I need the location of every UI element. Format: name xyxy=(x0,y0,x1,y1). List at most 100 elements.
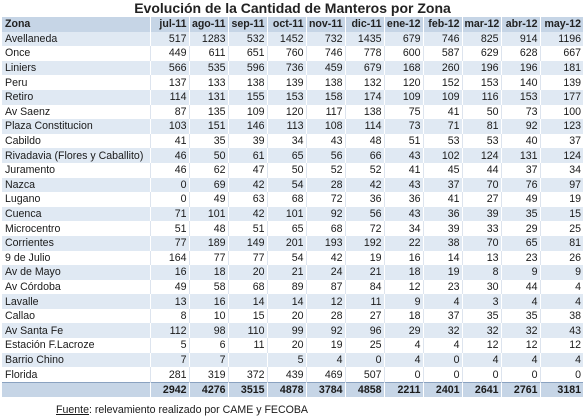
count-cell: 69 xyxy=(188,177,228,193)
zone-name-cell: Lugano xyxy=(5,193,41,206)
count-cell: 35 xyxy=(500,206,540,222)
count-cell: 0 xyxy=(344,352,384,368)
count-cell: 174 xyxy=(344,89,384,105)
count-cell: 41 xyxy=(149,133,189,149)
count-cell: 40 xyxy=(500,133,540,149)
count-cell: 11 xyxy=(344,294,384,309)
count-cell: 52 xyxy=(344,162,384,178)
count-cell: 49 xyxy=(188,192,228,207)
count-cell: 760 xyxy=(266,46,306,61)
count-cell: 651 xyxy=(227,46,267,61)
table-row: Peru 137 133 138 139 138 132 120 152 153 140 139 xyxy=(2,75,583,90)
count-cell: 507 xyxy=(344,367,384,383)
count-cell: 49 xyxy=(149,279,189,295)
count-cell: 732 xyxy=(305,31,345,47)
count-cell: 1452 xyxy=(266,31,306,47)
count-cell: 24 xyxy=(305,265,345,280)
count-cell: 16 xyxy=(149,265,189,280)
count-cell: 87 xyxy=(305,279,345,295)
table-row: Once 449 611 651 760 746 778 600 587 629 628 667 xyxy=(2,46,583,61)
count-cell: 4 xyxy=(500,294,540,309)
count-cell: 58 xyxy=(188,279,228,295)
count-cell: 42 xyxy=(227,206,267,222)
count-cell: 14 xyxy=(227,294,267,309)
count-cell: 29 xyxy=(500,221,540,236)
count-cell: 0 xyxy=(461,367,501,383)
table-row: Microcentro 51 48 51 65 68 72 34 39 33 29 25 xyxy=(2,221,583,236)
count-cell: 1196 xyxy=(539,31,583,47)
count-cell: 29 xyxy=(383,323,423,339)
count-cell: 103 xyxy=(149,119,189,134)
count-cell: 14 xyxy=(422,250,462,266)
count-cell: 9 xyxy=(500,265,540,280)
count-cell: 517 xyxy=(149,31,189,47)
count-cell: 87 xyxy=(149,104,189,120)
count-cell: 39 xyxy=(461,206,501,222)
zone-name-cell: Retiro xyxy=(5,91,34,104)
count-cell: 117 xyxy=(305,104,345,120)
count-cell: 23 xyxy=(422,279,462,295)
count-cell: 42 xyxy=(305,250,345,266)
count-cell: 98 xyxy=(188,323,228,339)
count-cell: 102 xyxy=(422,148,462,163)
count-cell: 153 xyxy=(461,75,501,90)
count-cell: 109 xyxy=(383,89,423,105)
total-label-cell xyxy=(2,381,150,398)
count-cell: 53 xyxy=(461,133,501,149)
count-cell: 132 xyxy=(344,75,384,90)
count-cell: 177 xyxy=(539,89,583,105)
count-cell: 92 xyxy=(305,323,345,339)
count-cell: 319 xyxy=(188,367,228,383)
count-cell: 35 xyxy=(188,133,228,149)
count-cell: 32 xyxy=(422,323,462,339)
count-cell: 135 xyxy=(188,104,228,120)
count-cell: 746 xyxy=(422,31,462,47)
count-cell: 41 xyxy=(383,162,423,178)
source-text: : relevamiento realizado por CAME y FECO… xyxy=(88,404,309,416)
count-cell: 7 xyxy=(149,352,189,368)
count-cell: 21 xyxy=(266,265,306,280)
count-cell: 42 xyxy=(227,177,267,193)
table-row: Florida 281 319 372 439 469 507 0 0 0 0 0 xyxy=(2,367,583,383)
count-cell: 109 xyxy=(227,104,267,120)
count-cell: 9 xyxy=(383,294,423,309)
count-cell: 596 xyxy=(227,60,267,76)
zone-name-cell: Once xyxy=(5,47,31,60)
table-row: Plaza Constitucion 103 151 146 113 108 114 73 71… xyxy=(2,119,583,134)
table-row: Av Córdoba 49 58 68 89 87 84 12 23 30 44 4 xyxy=(2,279,583,295)
count-cell: 36 xyxy=(344,192,384,207)
table-title: Evolución de la Cantidad de Manteros por… xyxy=(134,0,451,16)
count-cell: 50 xyxy=(188,148,228,163)
count-cell: 53 xyxy=(422,133,462,149)
count-cell: 35 xyxy=(461,308,501,324)
total-cell: 2761 xyxy=(500,381,540,398)
count-cell: 140 xyxy=(500,75,540,90)
zone-name-cell: Peru xyxy=(5,76,28,89)
count-cell: 21 xyxy=(344,265,384,280)
count-cell: 138 xyxy=(227,75,267,90)
count-cell: 10 xyxy=(188,308,228,324)
count-cell: 8 xyxy=(461,265,501,280)
count-cell: 32 xyxy=(461,323,501,339)
count-cell: 181 xyxy=(539,60,583,76)
count-cell: 469 xyxy=(305,367,345,383)
count-cell: 1435 xyxy=(344,31,384,47)
count-cell: 72 xyxy=(305,192,345,207)
count-cell: 152 xyxy=(422,75,462,90)
count-cell: 4 xyxy=(422,338,462,353)
count-cell: 65 xyxy=(266,221,306,236)
column-header-month: oct-11 xyxy=(266,17,306,32)
count-cell: 68 xyxy=(227,279,267,295)
count-cell: 4 xyxy=(383,338,423,353)
count-cell: 532 xyxy=(227,31,267,47)
zone-name-cell: Lavalle xyxy=(5,295,39,308)
count-cell: 36 xyxy=(383,192,423,207)
count-cell: 124 xyxy=(539,148,583,163)
count-cell: 4 xyxy=(539,279,583,295)
column-header-month: mar-12 xyxy=(461,17,501,32)
count-cell: 70 xyxy=(461,177,501,193)
count-cell: 46 xyxy=(149,162,189,178)
count-cell: 71 xyxy=(149,206,189,222)
count-cell: 116 xyxy=(461,89,501,105)
count-cell: 28 xyxy=(305,308,345,324)
